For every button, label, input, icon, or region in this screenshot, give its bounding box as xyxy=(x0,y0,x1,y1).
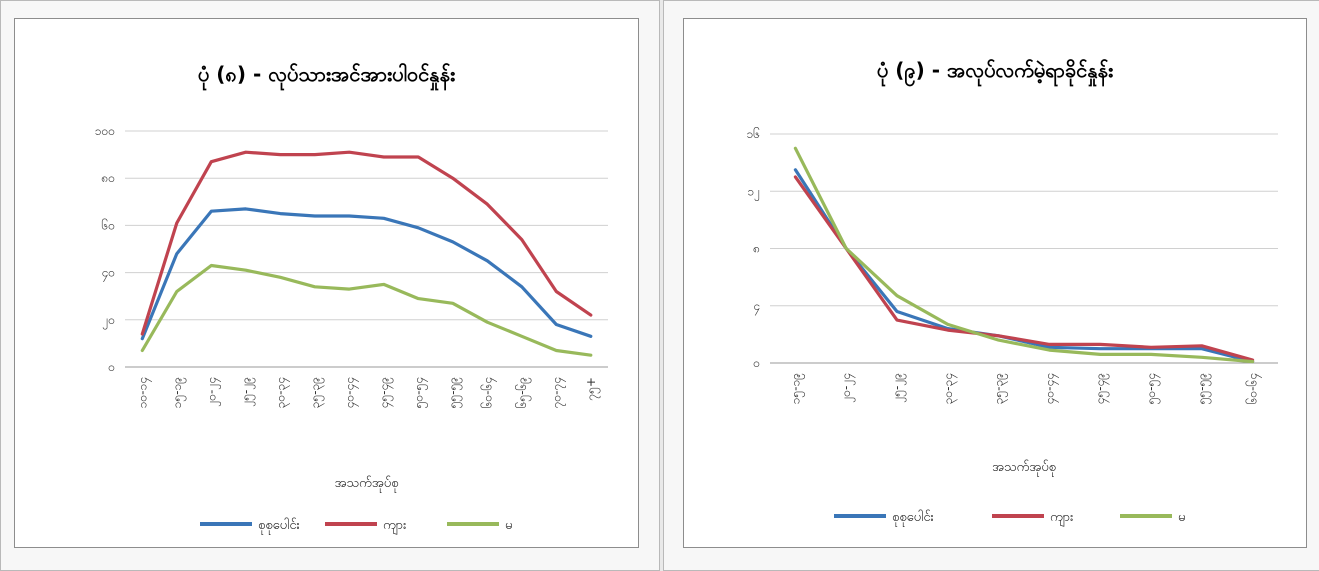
legend-label-male: ကျား xyxy=(1050,510,1073,527)
chart-panel-unemployment: ပုံ (၉) - အလုပ်လက်မဲ့ရာခိုင်နှုန်း၀၄၈၁၂၁… xyxy=(683,18,1307,548)
y-tick-label: ၀ xyxy=(108,360,115,374)
x-tick-label: ၆၅-၆၉ xyxy=(514,377,532,408)
x-tick-label: ၂၅-၂၉ xyxy=(890,373,907,403)
x-tick-label: ၄၅-၄၉ xyxy=(1093,373,1110,404)
x-tick-label: ၂၀-၂၄ xyxy=(839,373,856,403)
legend-label-male: ကျား xyxy=(383,518,406,535)
legend-label-female: မ xyxy=(1178,510,1185,525)
x-tick-label: ၇၀-၇၄ xyxy=(549,377,566,408)
x-tick-label: ၄၀-၄၄ xyxy=(1042,373,1059,404)
chart-unemployment: ပုံ (၉) - အလုပ်လက်မဲ့ရာခိုင်နှုန်း၀၄၈၁၂၁… xyxy=(747,58,1278,527)
y-tick-label: ၈၀ xyxy=(101,171,115,185)
x-tick-label: ၅၅-၅၉ xyxy=(1195,373,1212,404)
legend-label-female: မ xyxy=(505,518,512,533)
x-tick-label: ၅၀-၅၄ xyxy=(1144,373,1161,404)
y-tick-label: ၀ xyxy=(753,356,760,370)
series-line-total xyxy=(140,207,593,341)
x-tick-label: ၁၅-၁၉ xyxy=(170,377,187,408)
x-tick-label: ၅၀-၅၄ xyxy=(411,377,428,408)
series-line-female xyxy=(140,263,593,357)
chart-title: ပုံ (၈) - လုပ်သားအင်အားပါဝင်နှုန်း xyxy=(198,62,455,91)
x-tick-label: ၅၅-၅၉ xyxy=(446,377,463,408)
x-axis-label: အသက်အုပ်စု xyxy=(335,475,399,493)
x-axis-label: အသက်အုပ်စု xyxy=(992,459,1056,477)
series-line-female xyxy=(793,146,1255,364)
x-tick-label: ၄၅-၄၉ xyxy=(377,377,394,408)
legend-label-total: စုစုပေါင်း xyxy=(258,517,300,535)
x-tick-label: ၃၀-၃၄ xyxy=(273,377,290,408)
x-tick-label: ၆၀-၆၄ xyxy=(1245,373,1263,404)
series-line-male xyxy=(140,150,593,336)
y-tick-label: ၁၀၀ xyxy=(95,124,115,138)
x-tick-label: ၃၀-၃၄ xyxy=(941,373,958,404)
y-tick-label: ၈ xyxy=(753,242,760,256)
x-tick-label: ၄၀-၄၄ xyxy=(342,377,359,408)
x-tick-label: ၇၅+ xyxy=(584,377,601,401)
y-tick-label: ၁၂ xyxy=(747,184,760,201)
series-line-male xyxy=(793,175,1255,362)
x-tick-label: ၃၅-၃၉ xyxy=(992,373,1009,404)
x-tick-label: ၁၅-၁၉ xyxy=(788,373,805,404)
x-tick-label: ၃၅-၃၉ xyxy=(308,377,325,408)
x-tick-label: ၂၀-၂၄ xyxy=(204,377,221,407)
y-tick-label: ၂၀ xyxy=(102,313,115,330)
chart-labor-participation: ပုံ (၈) - လုပ်သားအင်အားပါဝင်နှုန်း၀၂၀၄၀၆… xyxy=(95,62,608,535)
legend-label-total: စုစုပေါင်း xyxy=(892,509,934,527)
y-tick-label: ၄ xyxy=(753,299,760,316)
x-tick-label: ၆၀-၆၄ xyxy=(479,377,497,408)
y-tick-label: ၄၀ xyxy=(102,266,116,283)
chart-title: ပုံ (၉) - အလုပ်လက်မဲ့ရာခိုင်နှုန်း xyxy=(877,58,1113,87)
y-tick-label: ၆၀ xyxy=(102,217,116,232)
chart-panel-labor-participation: ပုံ (၈) - လုပ်သားအင်အားပါဝင်နှုန်း၀၂၀ ၄၀၆… xyxy=(14,18,639,548)
y-tick-label: ၁၆ xyxy=(747,126,761,141)
x-tick-label: ၂၅-၂၉ xyxy=(239,377,256,407)
x-tick-label: ၁၀-၁၄ xyxy=(135,377,152,408)
